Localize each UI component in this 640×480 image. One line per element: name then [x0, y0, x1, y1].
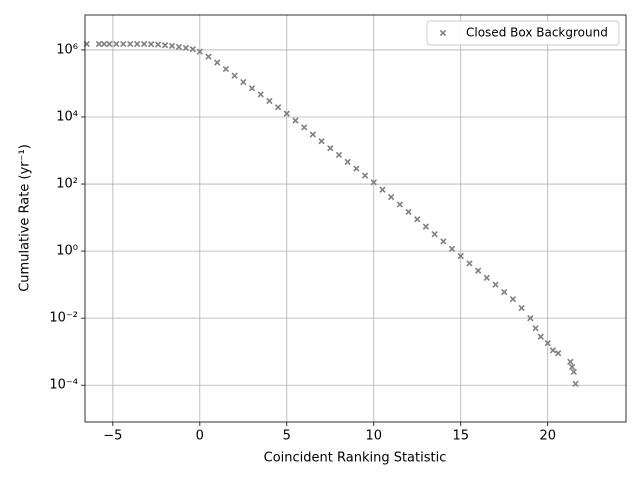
x-tick-label: −5: [103, 429, 122, 444]
scatter-point: [175, 43, 183, 51]
scatter-point: [327, 145, 334, 152]
scatter-point: [266, 97, 273, 105]
scatter-point: [318, 137, 325, 145]
scatter-point: [518, 304, 525, 312]
scatter-point: [222, 65, 230, 73]
x-tick-label: 5: [283, 429, 291, 444]
scatter-point: [396, 201, 404, 208]
scatter-point: [127, 40, 134, 48]
plot-frame: [84, 14, 627, 423]
scatter-point: [335, 151, 343, 159]
scatter-point: [168, 42, 176, 50]
legend-label: Closed Box Background: [466, 26, 608, 40]
scatter-point: [231, 72, 238, 79]
legend-box: [426, 20, 620, 46]
scatter-point: [283, 110, 290, 117]
scatter-point: [154, 41, 162, 48]
y-tick-label: 10⁴: [56, 109, 78, 124]
scatter-point: [248, 85, 256, 92]
scatter-point: [205, 53, 212, 60]
scatter-point: [431, 230, 438, 238]
scatter-point: [440, 238, 447, 245]
x-tick-label: 0: [196, 429, 204, 444]
scatter-point: [537, 333, 544, 340]
x-tick-label: 10: [365, 429, 382, 444]
scatter-point: [100, 40, 108, 48]
scatter-point: [501, 288, 508, 296]
scatter-point: [353, 165, 360, 172]
scatter-point: [414, 216, 421, 223]
x-tick-label: 15: [452, 429, 469, 444]
scatter-point: [106, 40, 113, 48]
scatter-point: [527, 314, 534, 322]
scatter-point: [474, 267, 482, 274]
scatter-point: [567, 358, 574, 365]
legend-marker: [439, 29, 447, 37]
scatter-point: [147, 41, 155, 48]
scatter-point: [95, 40, 103, 48]
scatter-point: [370, 179, 377, 186]
scatter-point: [483, 274, 491, 281]
y-axis-label: Cumulative Rate (yr⁻¹): [18, 144, 33, 292]
scatter-point: [448, 245, 456, 252]
scatter-point: [422, 223, 430, 230]
scatter-point: [257, 91, 264, 98]
scatter-point: [466, 260, 473, 267]
y-tick-label: 10²: [56, 177, 78, 192]
scatter-point: [134, 40, 141, 48]
scatter-point: [309, 131, 317, 138]
scatter-point: [492, 281, 499, 288]
scatter-point: [140, 40, 148, 48]
y-tick-label: 10⁰: [56, 244, 78, 259]
scatter-point: [379, 186, 386, 193]
scatter-point: [301, 124, 308, 131]
scatter-point: [361, 172, 369, 179]
x-axis-label: Coincident Ranking Statistic: [264, 451, 447, 466]
scatter-point: [161, 42, 169, 49]
scatter-point: [405, 208, 412, 216]
scatter-point: [549, 347, 557, 354]
scatter-point: [240, 78, 247, 86]
y-tick-label: 10⁻⁴: [49, 378, 78, 393]
scatter-point: [182, 44, 190, 52]
scatter-point: [113, 40, 120, 48]
scatter-point: [196, 48, 203, 55]
scatter-point: [274, 104, 282, 111]
scatter-point: [214, 59, 221, 66]
scatter-point: [387, 193, 395, 201]
scatter-point: [568, 363, 576, 371]
scatter-point: [570, 368, 577, 376]
scatter-point: [120, 40, 127, 48]
y-tick-label: 10⁶: [56, 42, 78, 57]
scatter-point: [544, 339, 551, 347]
scatter-point: [554, 350, 562, 357]
scatter-point: [189, 46, 197, 53]
scatter-point: [572, 380, 579, 387]
y-tick-label: 10⁻²: [49, 311, 78, 326]
series: [83, 40, 579, 387]
scatter-point: [292, 117, 299, 124]
scatter-point: [457, 252, 464, 260]
scatter-point: [509, 295, 517, 303]
scatter-point: [344, 158, 351, 166]
x-tick-label: 20: [539, 429, 556, 444]
scatter-point: [532, 325, 539, 332]
